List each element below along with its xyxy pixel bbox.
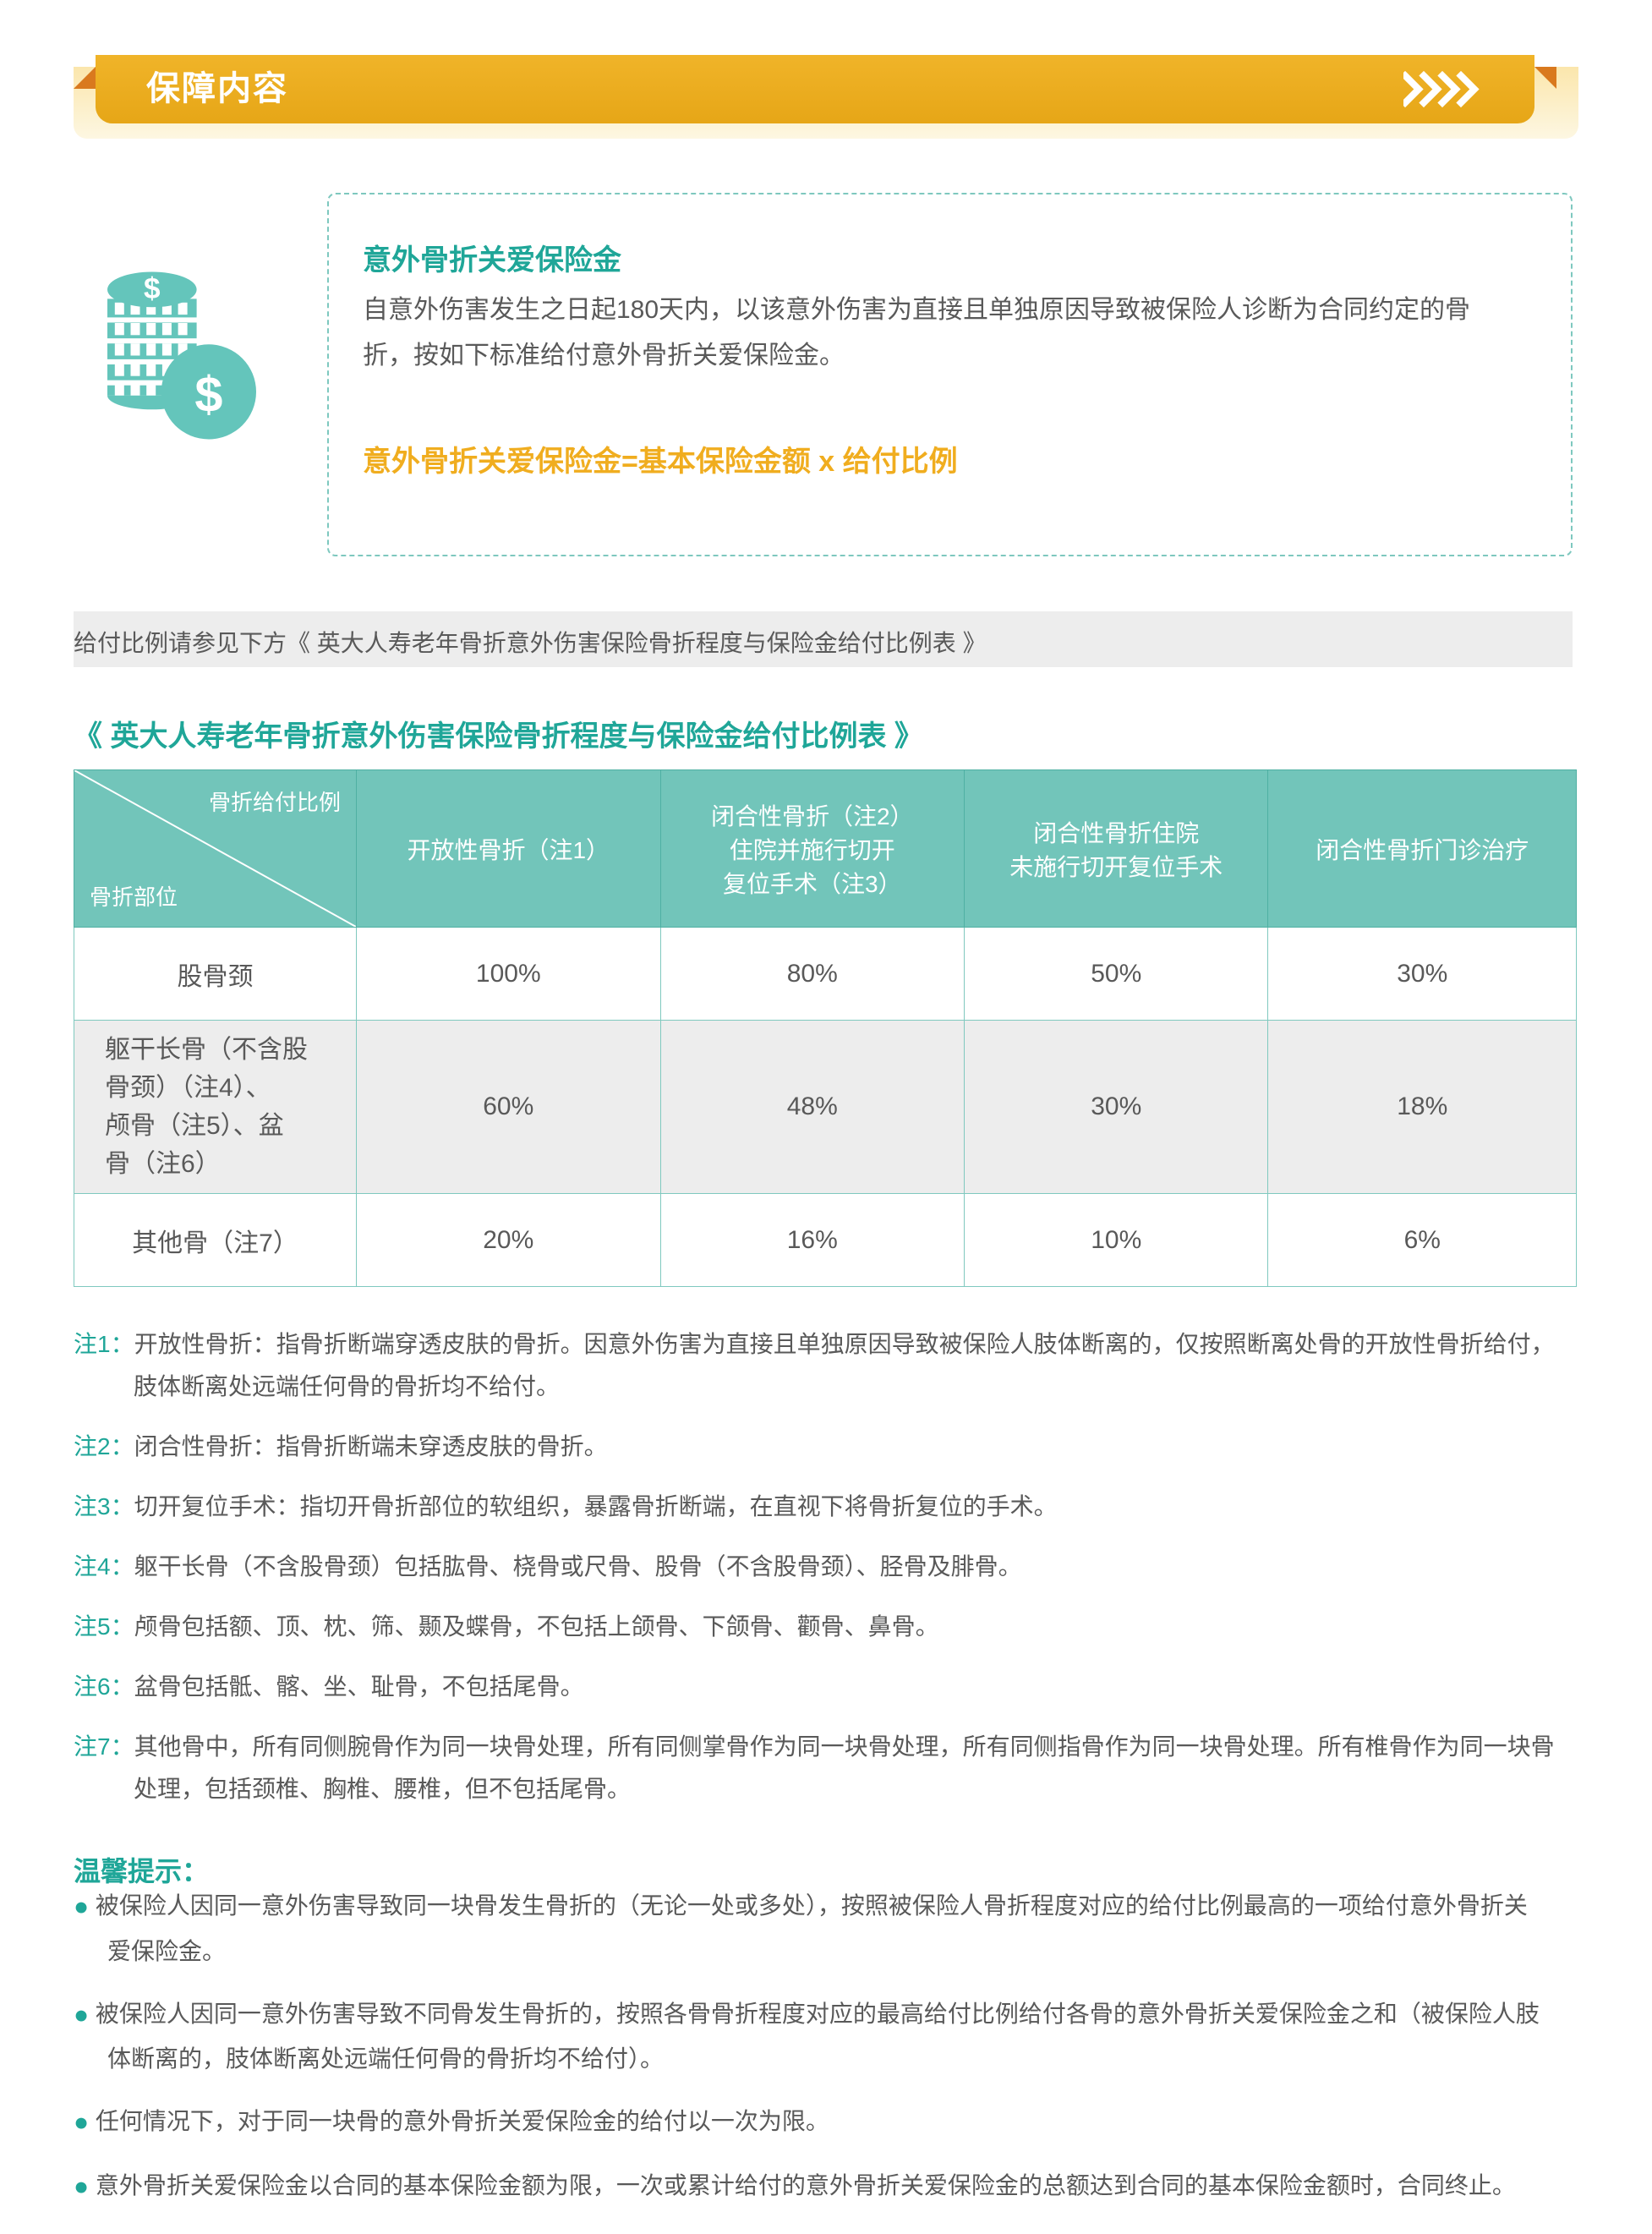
svg-text:$: $: [194, 366, 222, 423]
svg-text:$: $: [144, 272, 161, 305]
